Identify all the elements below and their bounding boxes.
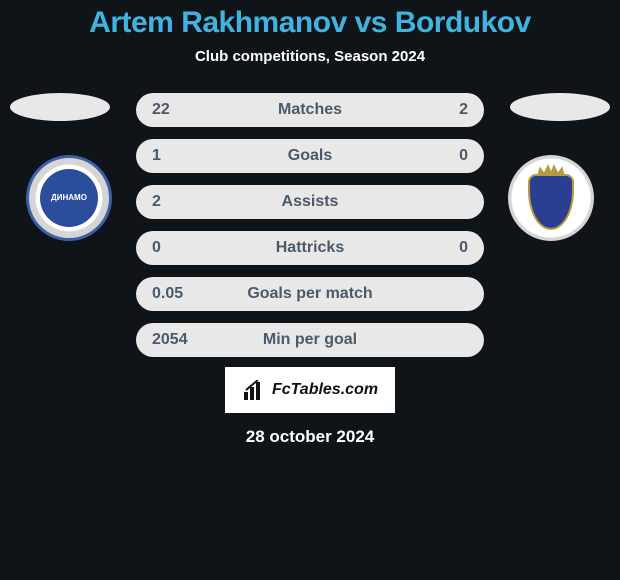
stat-right-value: 2 (418, 101, 468, 119)
stat-label: Goals per match (202, 285, 418, 303)
subtitle: Club competitions, Season 2024 (0, 48, 620, 65)
stat-label: Min per goal (202, 331, 418, 349)
stat-label: Assists (202, 193, 418, 211)
stats-list: 22Matches21Goals02Assists0Hattricks00.05… (136, 93, 484, 369)
stat-left-value: 0 (152, 239, 202, 257)
club-badge-right (508, 155, 594, 241)
stat-left-value: 1 (152, 147, 202, 165)
stat-right-value: 0 (418, 147, 468, 165)
date-text: 28 october 2024 (0, 427, 620, 447)
stat-row: 2054Min per goal (136, 323, 484, 357)
stat-row: 1Goals0 (136, 139, 484, 173)
stat-left-value: 0.05 (152, 285, 202, 303)
club-badge-left: ДИНАМО (26, 155, 112, 241)
branding-text: FcTables.com (272, 381, 378, 399)
shield-icon (528, 174, 574, 230)
stat-left-value: 22 (152, 101, 202, 119)
stat-left-value: 2 (152, 193, 202, 211)
stat-left-value: 2054 (152, 331, 202, 349)
page-title: Artem Rakhmanov vs Bordukov (0, 0, 620, 40)
stat-row: 0.05Goals per match (136, 277, 484, 311)
stat-row: 22Matches2 (136, 93, 484, 127)
stat-row: 0Hattricks0 (136, 231, 484, 265)
stat-label: Hattricks (202, 239, 418, 257)
club-badge-left-inner: ДИНАМО (40, 169, 98, 227)
stat-row: 2Assists (136, 185, 484, 219)
branding-box: FcTables.com (225, 367, 395, 413)
stat-label: Matches (202, 101, 418, 119)
stat-right-value: 0 (418, 239, 468, 257)
comparison-area: ДИНАМО 22Matches21Goals02Assists0Hattric… (0, 93, 620, 353)
chart-icon (242, 380, 266, 400)
stat-label: Goals (202, 147, 418, 165)
player-right-oval (510, 93, 610, 121)
player-left-oval (10, 93, 110, 121)
club-badge-right-inner (522, 166, 580, 230)
